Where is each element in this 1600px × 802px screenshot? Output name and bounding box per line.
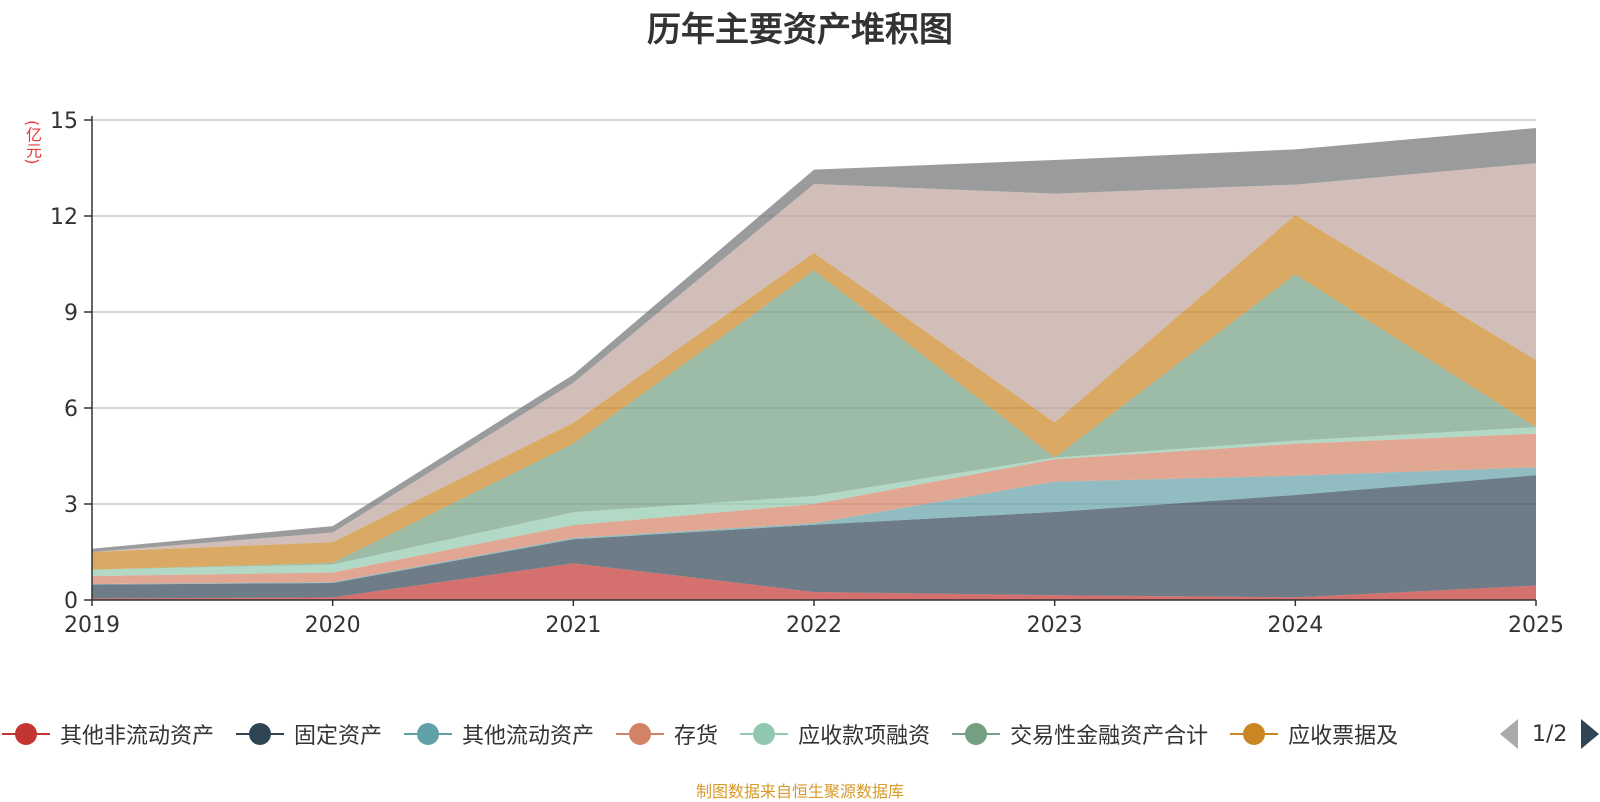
legend-marker-dot	[629, 723, 652, 745]
y-tick-label: 6	[64, 397, 78, 422]
legend-marker-icon	[1230, 722, 1279, 746]
legend-marker-icon	[616, 722, 665, 746]
y-tick-label: 3	[64, 493, 78, 518]
legend-label: 固定资产	[294, 724, 383, 749]
legend-item[interactable]: 其他流动资产	[404, 718, 594, 750]
legend-label: 其他非流动资产	[60, 724, 215, 749]
x-tick-label: 2020	[305, 613, 361, 638]
y-tick-label: 15	[50, 109, 78, 134]
legend-label: 应收票据及	[1288, 724, 1399, 749]
legend-page-indicator: 1/2	[1532, 721, 1568, 747]
legend-label: 应收款项融资	[798, 724, 931, 749]
legend-marker-icon	[952, 722, 1001, 746]
legend-item[interactable]: 固定资产	[236, 718, 382, 750]
legend-marker-icon	[236, 722, 285, 746]
legend-marker-icon	[2, 722, 50, 746]
area-series-7	[92, 163, 1536, 552]
legend-next-icon[interactable]	[1581, 719, 1600, 749]
area-series-8	[92, 128, 1536, 552]
legend-marker-dot	[1243, 723, 1266, 745]
x-tick-label: 2024	[1267, 613, 1323, 638]
chart-title: 历年主要资产堆积图	[647, 10, 953, 50]
legend-marker-dot	[753, 723, 776, 745]
x-tick-label: 2025	[1508, 613, 1564, 638]
area-series-3	[92, 433, 1536, 584]
y-tick-label: 0	[64, 589, 78, 614]
area-series-1	[92, 475, 1536, 599]
legend-item[interactable]: 其他非流动资产	[2, 718, 214, 750]
legend-item[interactable]: 存货	[616, 718, 718, 750]
area-series-2	[92, 467, 1536, 585]
legend-marker-dot	[417, 723, 440, 745]
x-tick-label: 2022	[786, 613, 842, 638]
legend-item[interactable]: 应收票据及	[1230, 718, 1398, 750]
legend-marker-dot	[15, 723, 37, 745]
legend-marker-dot	[249, 723, 272, 745]
source-note: 制图数据来自恒生聚源数据库	[695, 782, 904, 801]
legend-marker-icon	[404, 722, 453, 746]
x-tick-label: 2023	[1027, 613, 1083, 638]
area-series-5	[92, 270, 1536, 570]
legend-marker-icon	[740, 722, 789, 746]
legend-label: 其他流动资产	[462, 724, 595, 749]
legend-pager: 1/2	[1500, 716, 1600, 752]
y-axis-unit: (亿元)	[23, 120, 42, 165]
area-series-4	[92, 427, 1536, 576]
area-series-0	[92, 563, 1536, 600]
legend-prev-icon[interactable]	[1500, 719, 1518, 749]
legend-marker-dot	[965, 723, 988, 745]
legend: 其他非流动资产 固定资产 其他流动资产 存货 应收款项融资 交易性金融资产合计 应收票据及	[0, 716, 1600, 752]
legend-label: 存货	[674, 724, 719, 749]
stacked-area-chart: 0 3 6 9 12 15 2019 2020 2021 2022 2023 2024 2025	[50, 109, 1564, 638]
x-tick-label: 2019	[64, 613, 120, 638]
y-tick-label: 12	[50, 205, 78, 230]
legend-item[interactable]: 应收款项融资	[740, 718, 930, 750]
y-tick-label: 9	[64, 301, 78, 326]
x-tick-label: 2021	[545, 613, 601, 638]
legend-item[interactable]: 交易性金融资产合计	[952, 718, 1208, 750]
legend-label: 交易性金融资产合计	[1010, 724, 1209, 749]
